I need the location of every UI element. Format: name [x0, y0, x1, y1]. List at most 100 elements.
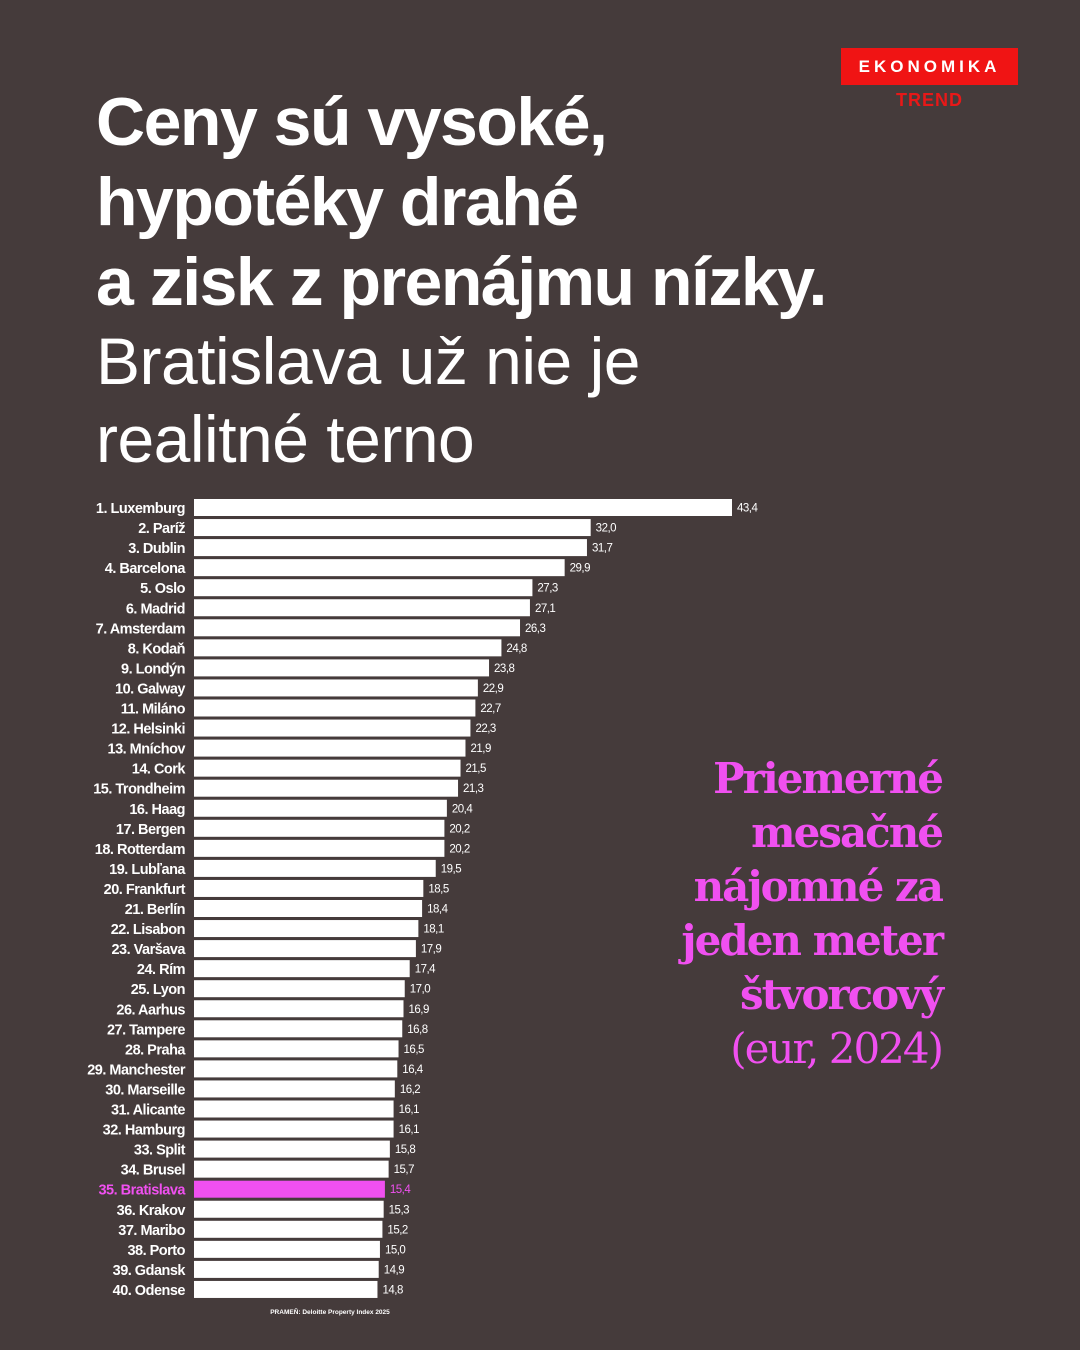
data-label: 29,9 — [570, 563, 590, 575]
data-label: 21,3 — [463, 783, 483, 795]
chart-unit: (eur, 2024) — [730, 1024, 944, 1073]
data-label: 14,8 — [382, 1284, 402, 1296]
data-label: 24,8 — [506, 643, 526, 655]
bar — [194, 519, 591, 537]
data-label: 17,0 — [410, 984, 430, 996]
bar — [194, 699, 476, 717]
headline-line: hypotéky drahé — [96, 164, 579, 240]
data-label: 26,3 — [525, 623, 545, 635]
chart-title-line: Priemerné — [713, 754, 944, 803]
data-label: 15,8 — [395, 1144, 415, 1156]
bar — [194, 639, 502, 657]
category-label: 31. Alicante — [111, 1103, 185, 1119]
bar — [194, 940, 416, 958]
bar — [194, 779, 459, 797]
subheadline-line: realitné terno — [96, 402, 475, 476]
bar — [194, 599, 530, 617]
data-label: 32,0 — [596, 523, 616, 535]
category-label: 8. Kodaň — [128, 641, 185, 657]
bar — [194, 980, 405, 998]
category-label: 11. Miláno — [121, 702, 186, 718]
category-label: 7. Amsterdam — [96, 621, 185, 637]
bar — [194, 920, 419, 938]
data-label: 15,3 — [389, 1204, 409, 1216]
data-label: 14,9 — [384, 1264, 404, 1276]
brand-logo-ekonomika: EKONOMIKA — [841, 48, 1018, 85]
bar — [194, 1000, 404, 1018]
category-label: 15. Trondheim — [93, 782, 185, 798]
data-label: 15,7 — [394, 1164, 414, 1176]
bar — [194, 900, 423, 917]
data-label: 18,1 — [423, 924, 443, 936]
category-label: 18. Rotterdam — [95, 842, 185, 858]
data-label: 16,4 — [402, 1064, 423, 1076]
bar — [194, 619, 521, 637]
data-label: 15,4 — [390, 1184, 411, 1196]
chart-title: Priemerné mesačné nájomné za jeden meter… — [681, 752, 944, 1076]
chart-title-line: jeden meter — [681, 916, 944, 965]
bar — [194, 859, 436, 877]
bar — [194, 1180, 385, 1198]
category-label: 34. Brusel — [121, 1163, 185, 1179]
data-label: 20,2 — [449, 843, 469, 855]
bar — [194, 960, 410, 978]
category-label: 23. Varšava — [111, 942, 186, 958]
data-label: 16,9 — [408, 1004, 428, 1016]
bar — [194, 719, 471, 737]
bar — [194, 1040, 399, 1058]
category-label: 10. Galway — [115, 681, 185, 697]
category-label: 6. Madrid — [126, 601, 185, 617]
bar — [194, 879, 424, 897]
data-label: 18,4 — [427, 904, 448, 916]
chart-title-line: mesačné — [751, 808, 944, 857]
bar — [194, 759, 461, 777]
category-label: 37. Maribo — [118, 1223, 185, 1239]
category-label: 17. Bergen — [116, 822, 185, 838]
category-label: 24. Rím — [137, 962, 185, 978]
category-label: 14. Cork — [132, 762, 187, 778]
bar — [194, 579, 533, 597]
category-label: 35. Bratislava — [98, 1183, 186, 1199]
source-note: PRAMEŇ: Deloitte Property Index 2025 — [270, 1307, 390, 1316]
data-label: 16,5 — [404, 1044, 424, 1056]
bar — [194, 1260, 379, 1278]
category-label: 9. Londýn — [121, 661, 185, 677]
headline: Ceny sú vysoké, hypotéky drahé a zisk z … — [96, 82, 827, 322]
bar — [194, 559, 565, 577]
category-label: 30. Marseille — [105, 1082, 185, 1098]
bar — [194, 1280, 378, 1298]
category-label: 27. Tampere — [107, 1022, 185, 1038]
data-label: 22,3 — [475, 723, 495, 735]
data-label: 27,3 — [537, 583, 557, 595]
category-label: 5. Oslo — [140, 581, 185, 597]
data-label: 15,0 — [385, 1244, 405, 1256]
bar — [194, 1060, 398, 1078]
category-label: 12. Helsinki — [111, 722, 185, 738]
category-label: 33. Split — [134, 1143, 186, 1159]
data-label: 20,2 — [449, 823, 469, 835]
data-label: 17,4 — [415, 964, 436, 976]
category-label: 32. Hamburg — [103, 1123, 185, 1139]
bar — [194, 1160, 389, 1178]
data-label: 23,8 — [494, 663, 514, 675]
category-label: 26. Aarhus — [116, 1002, 185, 1018]
data-label: 19,5 — [441, 863, 461, 875]
bar — [194, 1080, 395, 1098]
bar — [194, 1120, 394, 1138]
data-label: 15,2 — [387, 1224, 407, 1236]
bar — [194, 819, 445, 837]
category-label: 21. Berlín — [125, 902, 185, 918]
category-label: 20. Frankfurt — [104, 882, 186, 898]
data-label: 18,5 — [428, 883, 448, 895]
category-label: 40. Odense — [113, 1283, 186, 1299]
data-label: 16,1 — [399, 1104, 419, 1116]
category-label: 39. Gdansk — [113, 1263, 187, 1279]
data-label: 22,9 — [483, 683, 503, 695]
data-label: 20,4 — [452, 803, 473, 815]
chart-title-line: štvorcový — [740, 970, 944, 1019]
bar — [194, 1240, 380, 1258]
category-label: 4. Barcelona — [105, 561, 187, 577]
category-label: 36. Krakov — [117, 1203, 186, 1219]
data-label: 31,7 — [592, 543, 612, 555]
